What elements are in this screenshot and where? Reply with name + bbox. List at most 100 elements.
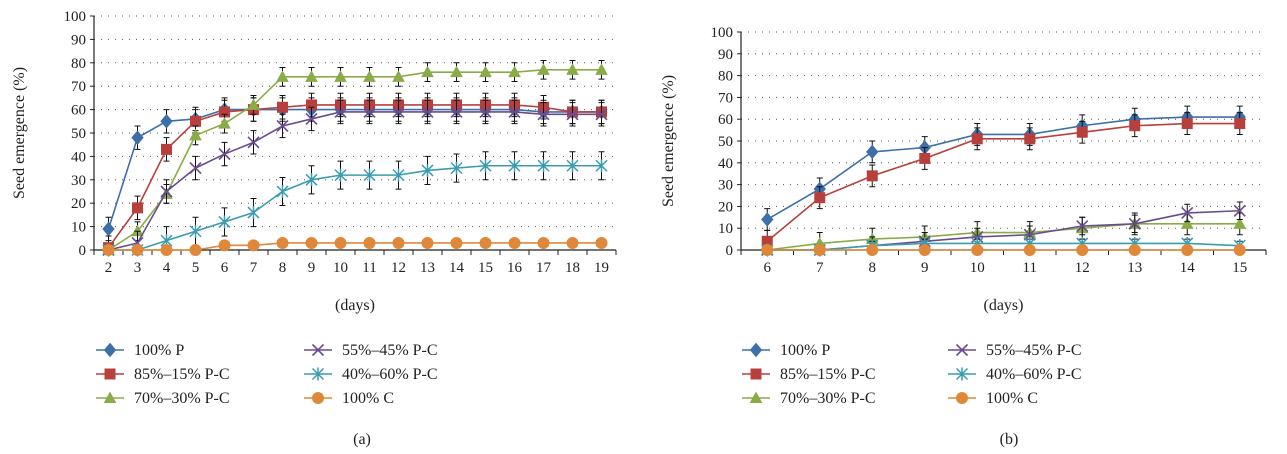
legend-marker — [750, 368, 762, 380]
data-point — [813, 244, 826, 256]
legend-item-70pct-30pct-p-c: 70%–30% P-C — [96, 390, 230, 407]
data-point — [218, 117, 231, 129]
legend-marker — [749, 391, 763, 403]
series-55pct-45pct-p-c — [761, 201, 1246, 257]
series-line — [108, 242, 602, 251]
y-axis-label: Seed emergence (%) — [11, 67, 28, 199]
data-point — [305, 236, 318, 249]
data-point — [595, 159, 608, 173]
data-point — [305, 173, 318, 187]
legend-item-40pct-60pct-p-c: 40%–60% P-C — [304, 366, 438, 383]
data-point — [1129, 120, 1141, 132]
data-point — [537, 63, 550, 75]
series-line — [108, 69, 602, 251]
x-tick-label: 12 — [1075, 260, 1090, 276]
data-point — [479, 65, 492, 78]
x-tick-label: 9 — [921, 260, 929, 276]
data-point — [450, 65, 463, 78]
series-100pct-c — [102, 236, 608, 256]
data-point — [131, 130, 144, 145]
y-tick-label: 80 — [71, 56, 86, 72]
data-point — [1128, 217, 1141, 230]
x-tick-label: 9 — [308, 260, 316, 276]
data-point — [189, 224, 202, 238]
legend-item-100pct-c: 100% C — [304, 390, 394, 407]
y-tick-label: 70 — [718, 90, 733, 106]
data-point — [247, 239, 260, 252]
x-tick-label: 13 — [420, 260, 435, 276]
data-point — [1234, 118, 1246, 130]
data-point — [363, 168, 376, 182]
y-tick-label: 90 — [718, 47, 733, 63]
legend-label: 85%–15% P-C — [780, 366, 876, 383]
legend-label: 55%–45% P-C — [986, 342, 1082, 359]
legend-marker — [311, 367, 325, 381]
data-point — [814, 192, 826, 204]
y-tick-label: 60 — [718, 112, 733, 128]
x-tick-label: 4 — [163, 260, 171, 276]
x-tick-label: 18 — [565, 260, 580, 276]
legend-item-85pct-15pct-p-c: 85%–15% P-C — [96, 366, 230, 383]
x-tick-label: 7 — [250, 260, 258, 276]
series-40pct-60pct-p-c — [102, 151, 608, 257]
data-point — [363, 70, 376, 82]
data-point — [450, 105, 463, 119]
legend-marker — [956, 392, 968, 404]
data-point — [761, 244, 774, 256]
y-tick-label: 0 — [79, 243, 87, 259]
legend-label: 85%–15% P-C — [134, 366, 230, 383]
x-tick-label: 14 — [449, 260, 465, 276]
chart-panel-a: 0 10 20 30 40 50 60 70 80 90 100 2 3 4 5 6 7 8 9 10 11 12 13 14… — [11, 9, 617, 448]
legend-label: 70%–30% P-C — [780, 390, 876, 407]
data-point — [247, 98, 260, 110]
legend-item-55pct-45pct-p-c: 55%–45% P-C — [948, 342, 1082, 359]
data-point — [1233, 244, 1246, 256]
x-tick-label: 16 — [507, 260, 523, 276]
data-point — [334, 168, 347, 182]
data-point — [1233, 217, 1247, 229]
x-tick-label: 15 — [1232, 260, 1247, 276]
x-tick-label: 6 — [221, 260, 229, 276]
data-point — [866, 144, 879, 160]
legend-marker — [103, 342, 117, 358]
x-tick-label: 15 — [478, 260, 493, 276]
data-point — [761, 212, 774, 227]
data-point — [537, 108, 550, 121]
series-line — [766, 116, 1240, 221]
series-100pct-c — [761, 244, 1246, 256]
y-tick-label: 40 — [718, 156, 733, 172]
data-point — [1023, 228, 1036, 241]
data-point — [392, 105, 405, 119]
legend-item-55pct-45pct-p-c: 55%–45% P-C — [304, 342, 438, 359]
data-point — [334, 70, 347, 82]
data-point — [305, 112, 318, 126]
data-point — [450, 236, 463, 249]
data-point — [595, 108, 608, 121]
data-point — [161, 143, 172, 155]
data-point — [1181, 206, 1194, 220]
data-point — [1076, 126, 1088, 138]
legend-marker — [104, 368, 116, 380]
y-tick-label: 40 — [71, 149, 86, 165]
data-point — [1181, 244, 1194, 256]
x-tick-label: 8 — [279, 260, 287, 276]
data-point — [189, 162, 202, 175]
data-point — [508, 105, 521, 119]
x-tick-label: 10 — [333, 260, 348, 276]
data-point — [971, 133, 983, 145]
data-point — [508, 236, 521, 249]
y-tick-label: 30 — [71, 173, 86, 189]
legend-label: 100% P — [780, 342, 830, 359]
data-point — [918, 244, 931, 256]
legend-label: 55%–45% P-C — [342, 342, 438, 359]
legend-label: 100% C — [986, 390, 1038, 407]
data-point — [160, 185, 173, 198]
y-tick-label: 90 — [71, 32, 86, 48]
y-tick-label: 50 — [71, 126, 86, 142]
series-line — [108, 111, 602, 251]
series-line — [107, 108, 602, 230]
x-tick-label: 10 — [970, 260, 985, 276]
y-tick-label: 30 — [718, 178, 733, 194]
data-point — [334, 105, 347, 119]
y-tick-label: 80 — [718, 69, 733, 85]
